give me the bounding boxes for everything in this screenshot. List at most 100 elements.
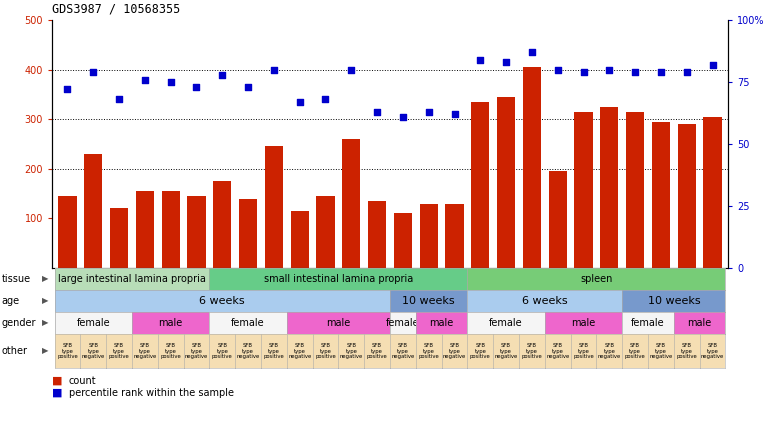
Text: SFB
type
negative: SFB type negative [391,343,415,359]
Bar [601,107,618,268]
Bar [523,67,541,268]
Text: ▶: ▶ [42,318,48,328]
Point [422,108,435,115]
Text: female: female [631,318,665,328]
Bar [187,196,206,268]
Point [604,66,616,73]
Bar [652,122,670,268]
Point [216,71,228,78]
Text: SFB
type
positive: SFB type positive [676,343,697,359]
Text: SFB
type
positive: SFB type positive [367,343,387,359]
Bar [678,124,696,268]
Text: male: male [688,318,712,328]
Text: female: female [231,318,265,328]
Text: tissue: tissue [2,274,31,284]
Text: SFB
type
negative: SFB type negative [701,343,724,359]
Bar [59,196,76,268]
Bar [84,154,102,268]
Text: SFB
type
negative: SFB type negative [82,343,105,359]
Text: ■: ■ [52,388,63,397]
Text: gender: gender [2,318,36,328]
Text: SFB
type
negative: SFB type negative [649,343,672,359]
Text: SFB
type
positive: SFB type positive [419,343,439,359]
Point [629,68,641,75]
Bar [704,117,721,268]
Text: 10 weeks: 10 weeks [648,296,700,306]
Text: ▶: ▶ [42,346,48,356]
Point [655,68,667,75]
Text: SFB
type
negative: SFB type negative [597,343,621,359]
Text: SFB
type
negative: SFB type negative [237,343,260,359]
Text: SFB
type
positive: SFB type positive [625,343,646,359]
Text: large intestinal lamina propria: large intestinal lamina propria [58,274,206,284]
Point [319,96,332,103]
Point [139,76,151,83]
Bar [575,112,593,268]
Text: male: male [159,318,183,328]
Bar [290,211,309,268]
Text: SFB
type
positive: SFB type positive [57,343,78,359]
Text: SFB
type
negative: SFB type negative [494,343,518,359]
Text: percentile rank within the sample: percentile rank within the sample [69,388,234,397]
Text: SFB
type
negative: SFB type negative [133,343,157,359]
Bar [497,97,515,268]
Bar [136,191,154,268]
Bar [213,181,231,268]
Bar [239,198,257,268]
Text: SFB
type
negative: SFB type negative [546,343,569,359]
Bar [162,191,180,268]
Text: SFB
type
negative: SFB type negative [288,343,311,359]
Text: female: female [489,318,523,328]
Bar [471,102,489,268]
Text: male: male [429,318,454,328]
Point [164,79,176,86]
Text: spleen: spleen [580,274,613,284]
Text: SFB
type
positive: SFB type positive [108,343,129,359]
Point [345,66,358,73]
Bar [265,147,283,268]
Text: SFB
type
positive: SFB type positive [522,343,542,359]
Text: SFB
type
positive: SFB type positive [470,343,490,359]
Bar [110,209,128,268]
Text: SFB
type
positive: SFB type positive [212,343,233,359]
Point [526,49,538,56]
Point [113,96,125,103]
Bar [368,201,386,268]
Text: SFB
type
positive: SFB type positive [315,343,336,359]
Point [61,86,73,93]
Text: count: count [69,376,96,385]
Point [500,59,512,66]
Point [707,61,719,68]
Point [552,66,564,73]
Point [267,66,280,73]
Text: SFB
type
positive: SFB type positive [264,343,284,359]
Bar [316,196,335,268]
Point [578,68,590,75]
Text: ▶: ▶ [42,297,48,305]
Text: female: female [76,318,110,328]
Bar [394,214,412,268]
Text: SFB
type
negative: SFB type negative [443,343,466,359]
Text: SFB
type
positive: SFB type positive [573,343,594,359]
Point [681,68,693,75]
Point [448,111,461,118]
Text: SFB
type
negative: SFB type negative [340,343,363,359]
Text: 6 weeks: 6 weeks [522,296,568,306]
Text: male: male [326,318,351,328]
Text: other: other [2,346,28,356]
Text: SFB
type
negative: SFB type negative [185,343,208,359]
Text: female: female [386,318,419,328]
Text: ■: ■ [52,376,63,385]
Bar [445,203,464,268]
Bar [419,203,438,268]
Bar [626,112,644,268]
Text: age: age [2,296,20,306]
Text: 6 weeks: 6 weeks [199,296,245,306]
Text: 10 weeks: 10 weeks [403,296,455,306]
Point [87,68,99,75]
Text: male: male [571,318,596,328]
Text: small intestinal lamina propria: small intestinal lamina propria [264,274,413,284]
Bar [549,171,567,268]
Point [293,98,306,105]
Point [474,56,487,63]
